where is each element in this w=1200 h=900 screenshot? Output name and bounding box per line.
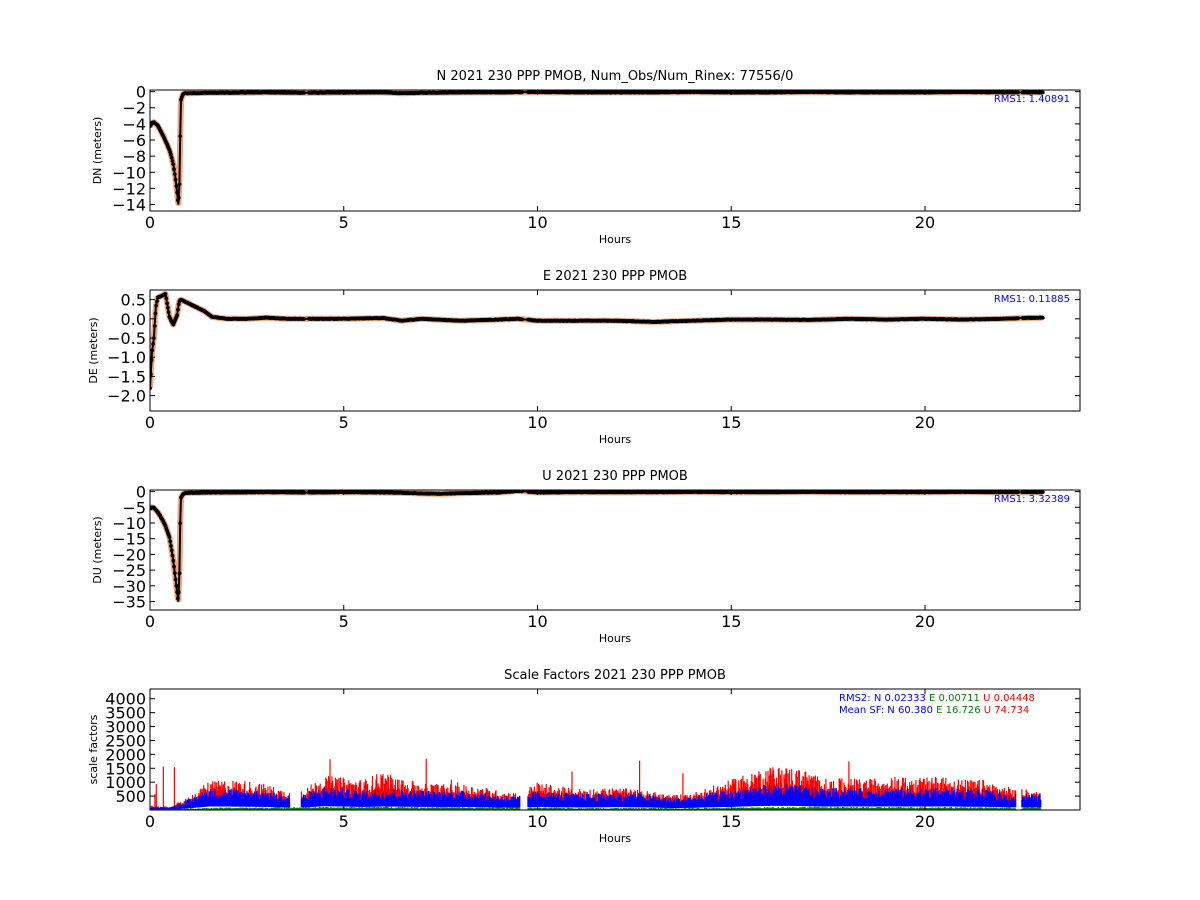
- y-tick-label: −30: [112, 577, 146, 596]
- x-axis-label: Hours: [599, 632, 631, 645]
- x-tick-label: 10: [527, 413, 547, 432]
- x-axis-label: Hours: [599, 233, 631, 246]
- x-tick-label: 15: [721, 413, 741, 432]
- y-tick-label: −1.0: [107, 348, 146, 367]
- y-tick-label: 0: [136, 483, 146, 502]
- panel-4: 0 5 10 15 205001000150020002500300035004000S…: [87, 668, 1081, 845]
- plot-area: [150, 90, 1046, 207]
- data-point: [1040, 90, 1045, 95]
- x-axis-label: Hours: [599, 433, 631, 446]
- y-tick-label: −0.5: [107, 329, 146, 348]
- y-axis-label: DN (meters): [91, 117, 104, 185]
- chart-title: N 2021 230 PPP PMOB, Num_Obs/Num_Rinex: …: [437, 69, 794, 84]
- x-tick-label: 10: [527, 612, 547, 631]
- series-line: [150, 490, 1042, 602]
- y-tick-label: −2.0: [107, 387, 146, 406]
- x-axis: 0 5 10 15 20: [145, 290, 935, 432]
- y-axis: 0−2−4−6−8−10−12−14: [112, 83, 1080, 215]
- y-axis: 0.50.0−0.5−1.0−1.5−2.0: [107, 291, 1080, 406]
- x-tick-label: 10: [527, 213, 547, 232]
- y-tick-label: −20: [112, 545, 146, 564]
- y-axis: 0−5−10−15−20−25−30−35: [112, 483, 1080, 612]
- x-tick-label: 20: [915, 213, 935, 232]
- plot-area: [150, 758, 1042, 810]
- series-points: [150, 490, 1045, 601]
- panel-3: 0 5 10 15 200−5−10−15−20−25−30−35U 2021 230 …: [91, 469, 1081, 645]
- series-band: [150, 490, 1046, 603]
- x-axis: 0 5 10 15 20: [145, 490, 935, 631]
- x-tick-label: 5: [339, 413, 349, 432]
- y-tick-label: −15: [112, 530, 146, 549]
- x-tick-label: 20: [915, 413, 935, 432]
- y-tick-label: −4: [122, 115, 146, 134]
- plot-area: [150, 290, 1046, 390]
- axes-frame: [149, 489, 1081, 611]
- y-tick-label: 0.5: [121, 291, 146, 310]
- data-point: [1040, 315, 1045, 320]
- y-tick-label: −10: [112, 163, 146, 182]
- x-tick-label: 20: [915, 612, 935, 631]
- rms-annotation: RMS1: 0.11885: [994, 294, 1070, 305]
- series-band: [150, 90, 1046, 207]
- series-line: [150, 90, 1042, 205]
- x-tick-label: 5: [339, 612, 349, 631]
- panel-1: 0 5 10 15 200−2−4−6−8−10−12−14N 2021 230 PPP…: [91, 69, 1081, 246]
- series-line: [150, 292, 1042, 389]
- series-points: [150, 292, 1045, 390]
- y-tick-label: −1.5: [107, 367, 146, 386]
- chart-title: E 2021 230 PPP PMOB: [543, 269, 687, 284]
- y-tick-label: −10: [112, 514, 146, 533]
- x-tick-label: 0: [145, 213, 155, 232]
- rms-annotation: RMS1: 3.32389: [994, 494, 1070, 505]
- x-tick-label: 15: [721, 612, 741, 631]
- axes-frame: [149, 289, 1081, 412]
- plot-area: [150, 490, 1046, 603]
- series-points: [150, 90, 1045, 203]
- x-tick-label: 15: [721, 213, 741, 232]
- y-tick-label: −12: [112, 179, 146, 198]
- y-axis-label: DE (meters): [87, 317, 100, 383]
- y-tick-label: 0: [136, 83, 146, 102]
- x-tick-label: 0: [145, 413, 155, 432]
- y-tick-label: −5: [122, 498, 146, 517]
- axes-frame: [149, 89, 1081, 212]
- y-tick-label: −2: [122, 99, 146, 118]
- x-tick-label: 0: [145, 612, 155, 631]
- x-axis: 0 5 10 15 20: [145, 90, 935, 232]
- y-tick-label: −8: [122, 147, 146, 166]
- y-tick-label: −14: [112, 196, 146, 215]
- y-tick-label: 0.0: [121, 310, 146, 329]
- x-tick-label: 5: [339, 213, 349, 232]
- y-tick-label: −6: [122, 131, 146, 150]
- data-point: [1040, 490, 1045, 494]
- chart-title: U 2021 230 PPP PMOB: [542, 469, 688, 484]
- panel-2: 0 5 10 15 20 0.50.0−0.5−1.0−1.5−2.0 E 2021 230…: [87, 269, 1081, 446]
- y-tick-label: −35: [112, 593, 146, 612]
- y-tick-label: −25: [112, 561, 146, 580]
- series-band: [150, 290, 1046, 389]
- y-axis-label: DU (meters): [91, 516, 104, 583]
- series-N: [150, 784, 1042, 810]
- rms-annotation: RMS1: 1.40891: [994, 94, 1070, 105]
